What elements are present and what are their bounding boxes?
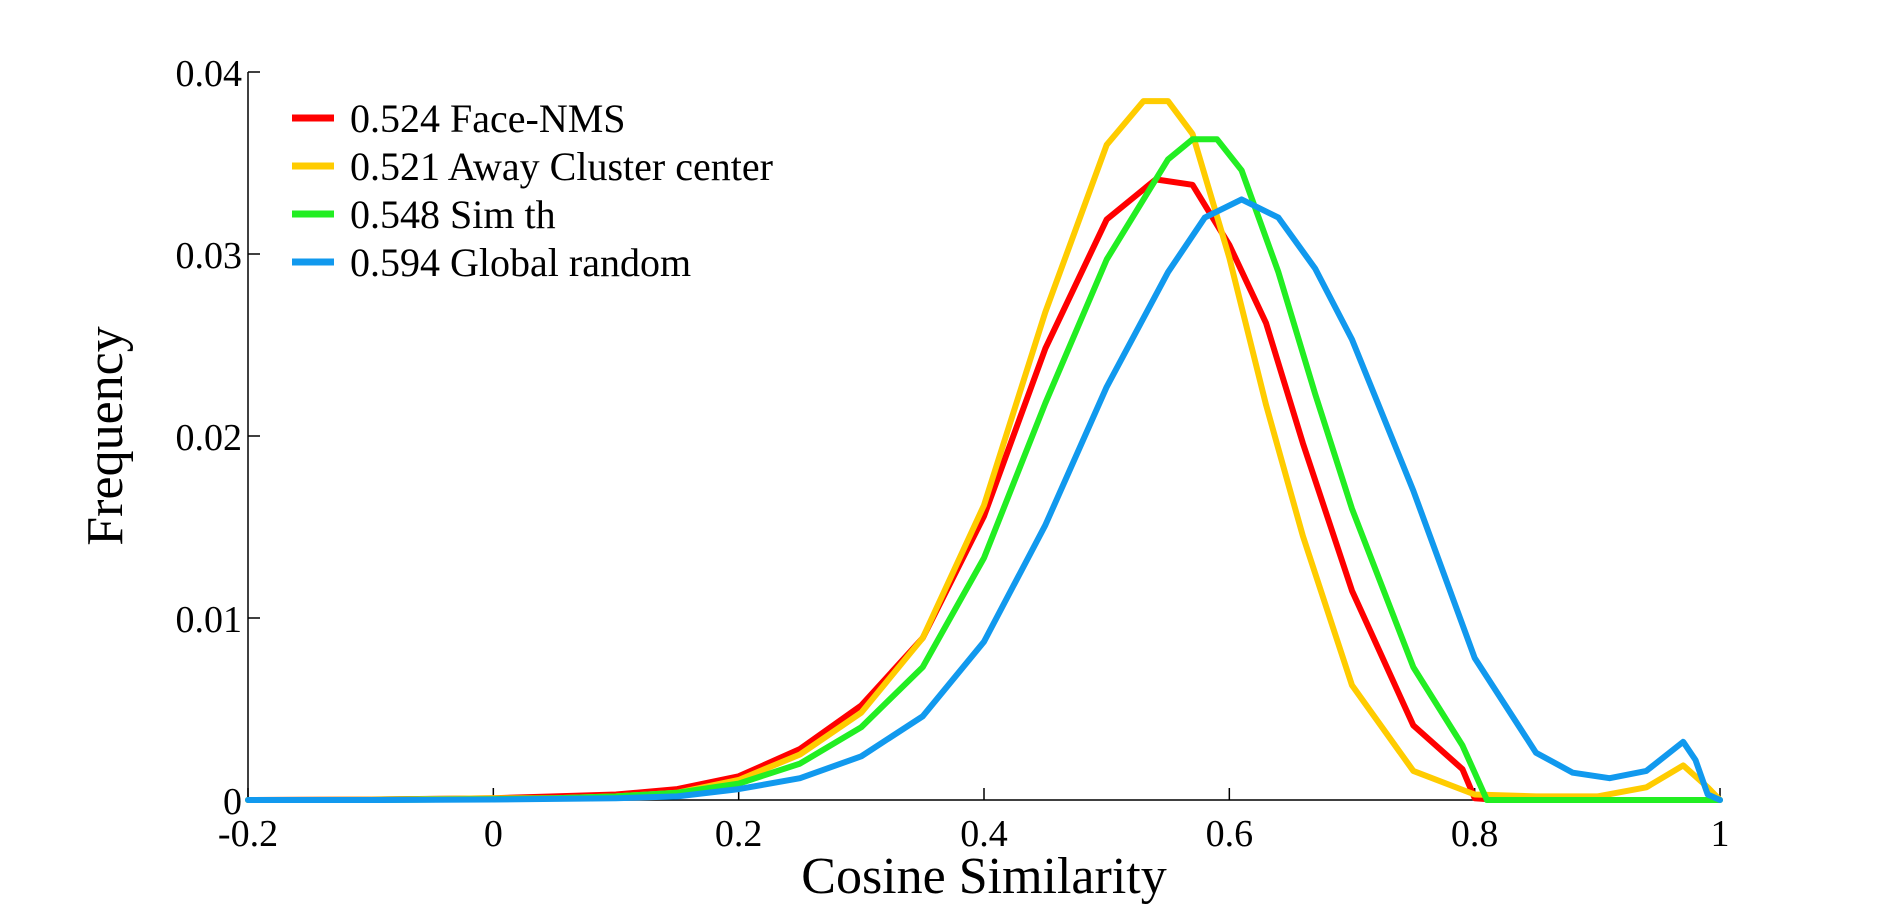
legend-label-3: 0.548 Sim th <box>350 192 556 237</box>
x-tick-label: 0.6 <box>1206 813 1254 855</box>
y-axis-label: Frequency <box>77 326 134 545</box>
legend-label-4: 0.594 Global random <box>350 240 691 285</box>
y-tick-label: 0.02 <box>176 417 243 459</box>
x-tick-label: 1 <box>1711 813 1730 855</box>
x-axis-label: Cosine Similarity <box>801 848 1166 905</box>
legend-label-1: 0.524 Face-NMS <box>350 96 626 141</box>
y-tick-label: 0.01 <box>176 599 243 641</box>
y-tick-label: 0 <box>223 781 242 823</box>
x-tick-label: 0 <box>484 813 503 855</box>
series-lines <box>245 98 1723 803</box>
axis-ticks: -0.2 0 0.2 0.4 0.6 0.8 100.010.020.030.04 <box>176 53 1730 855</box>
x-tick-label: 0.8 <box>1451 813 1499 855</box>
x-tick-label: -0.2 <box>218 813 278 855</box>
plot-area: -0.2 0 0.2 0.4 0.6 0.8 100.010.020.030.04 <box>176 53 1730 855</box>
y-tick-label: 0.04 <box>176 53 243 95</box>
y-tick-label: 0.03 <box>176 235 243 277</box>
series-line-4 <box>245 196 1723 803</box>
legend-label-2: 0.521 Away Cluster center <box>350 144 773 189</box>
x-tick-label: 0.2 <box>715 813 763 855</box>
x-tick-label: 0.4 <box>960 813 1008 855</box>
